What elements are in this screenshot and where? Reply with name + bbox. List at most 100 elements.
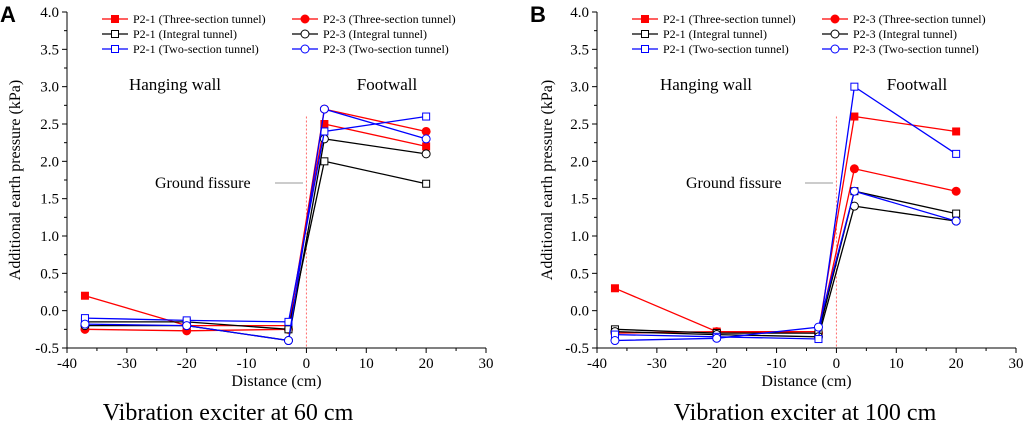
panel-b: B -0.5 0.0 0.5 1.0 1.5 2.0 2.5 3.0 3.5 4.0 -40 -30 -2… <box>530 2 1024 424</box>
panel-b-xtick-label-8: 30 <box>1009 356 1024 372</box>
panel-b-xtick-label-3: -20 <box>707 356 727 372</box>
panel-a-series-5 <box>80 112 431 326</box>
panel-b-series-6-point-3 <box>813 322 823 332</box>
panel-b-xtick-label-6: 10 <box>889 356 904 372</box>
panel-a-ytick-label-7: 2.5 <box>40 117 59 133</box>
panel-b-series-6 <box>610 186 961 346</box>
panel-a-xtick-label-2: -30 <box>117 356 137 372</box>
panel-a-series-6-point-1 <box>80 319 90 329</box>
panel-b-letter: B <box>530 2 546 27</box>
panel-a-legend-entry-5: P2-1 (Two-section tunnel) <box>102 42 259 56</box>
panel-b-series-6-point-1 <box>610 336 620 346</box>
panel-a-ytick-label-6: 2.0 <box>40 154 59 170</box>
panel-a-ytick-label-5: 1.5 <box>40 192 59 208</box>
panel-b-hanging-wall-label: Hanging wall <box>660 75 752 94</box>
panel-a-legend-entry-2-marker <box>300 14 310 24</box>
panel-b-series-4 <box>610 201 961 342</box>
panel-b-xtick-label-7: 20 <box>949 356 964 372</box>
panel-a-series-5-line <box>84 115 427 323</box>
panel-b-series-3 <box>610 187 961 338</box>
panel-a-ylabel: Additional earth pressure (kPa) <box>7 80 24 280</box>
panel-a-ytick-label-9: 3.5 <box>40 42 59 58</box>
panel-a-legend-entry-2-label: P2-3 (Three-section tunnel) <box>323 12 456 26</box>
panel-b-legend: P2-1 (Three-section tunnel) P2-3 (Three-s… <box>632 12 986 56</box>
panel-a-legend-entry-1: P2-1 (Three-section tunnel) <box>102 12 266 26</box>
panel-b-xtick-label-2: -30 <box>647 356 667 372</box>
panel-a-series-1 <box>80 120 431 330</box>
panel-b-ytick-label-1: -0.5 <box>565 341 589 357</box>
panel-b-series-1-point-4 <box>850 112 859 121</box>
panel-a-series-3 <box>80 157 431 334</box>
panel-a-legend-entry-1-marker <box>111 15 119 23</box>
panel-a-xtick-label-1: -40 <box>57 356 77 372</box>
panel-b-series-1-point-5 <box>952 127 961 136</box>
panel-b-series-2 <box>610 164 961 338</box>
panel-b-legend-entry-1: P2-1 (Three-section tunnel) <box>632 12 796 26</box>
panel-a-ytick-label-3: 0.5 <box>40 266 59 282</box>
panel-b-legend-entry-5: P2-1 (Two-section tunnel) <box>632 42 789 56</box>
panel-b-series-3-line <box>614 190 957 334</box>
panel-b-series-1-point-1 <box>610 284 619 293</box>
panel-a-legend-entry-6-label: P2-3 (Two-section tunnel) <box>323 42 449 56</box>
panel-b-ytick-label-3: 0.5 <box>570 266 589 282</box>
panel-a-legend-entry-4: P2-3 (Integral tunnel) <box>292 27 427 41</box>
panel-b-legend-entry-6-marker <box>830 44 840 54</box>
panel-a-legend-entry-5-label: P2-1 (Two-section tunnel) <box>133 42 259 56</box>
panel-b-ytick-label-9: 3.5 <box>570 42 589 58</box>
panel-b-ytick-label-2: 0.0 <box>570 304 589 320</box>
panel-a-series-6-point-4 <box>319 104 329 114</box>
panel-b-legend-entry-1-label: P2-1 (Three-section tunnel) <box>663 12 796 26</box>
panel-b-ground-fissure-label: Ground fissure <box>686 175 782 192</box>
panel-a-legend: P2-1 (Three-section tunnel) P2-3 (Three-s… <box>102 12 456 56</box>
panel-a-xtick-label-4: -10 <box>237 356 257 372</box>
panel-b-legend-entry-6-label: P2-3 (Two-section tunnel) <box>853 42 979 56</box>
panel-a-series-1-point-1 <box>80 291 89 300</box>
panel-b-legend-entry-2-label: P2-3 (Three-section tunnel) <box>853 12 986 26</box>
panel-b-legend-entry-1-marker <box>641 15 649 23</box>
panel-a-letter: A <box>0 2 16 27</box>
panel-b-ytick-label-6: 2.0 <box>570 154 589 170</box>
panel-b-ytick-label-5: 1.5 <box>570 192 589 208</box>
panel-a-legend-entry-4-label: P2-3 (Integral tunnel) <box>323 27 427 41</box>
panel-a-series-1-point-5 <box>422 142 431 151</box>
panel-b-series-6-point-4 <box>849 186 859 196</box>
panel-b-series-1 <box>610 112 961 336</box>
panel-a-legend-entry-4-marker <box>300 29 310 39</box>
panel-b-title: Vibration exciter at 100 cm <box>674 400 937 424</box>
panel-a-series-6-point-3 <box>283 336 293 346</box>
panel-a-legend-entry-1-label: P2-1 (Three-section tunnel) <box>133 12 266 26</box>
panel-b-series-5 <box>610 82 961 344</box>
panel-b-legend-entry-4: P2-3 (Integral tunnel) <box>822 27 957 41</box>
panel-b-series-2-point-5 <box>951 186 961 196</box>
panel-b-series-6-point-5 <box>951 216 961 226</box>
panel-b-series-6-point-2 <box>712 333 722 343</box>
panel-a-legend-entry-6: P2-3 (Two-section tunnel) <box>292 42 449 56</box>
panel-a-xtick-label-8: 30 <box>479 356 494 372</box>
panel-b-legend-entry-5-label: P2-1 (Two-section tunnel) <box>663 42 789 56</box>
panel-b-ytick-label-10: 4.0 <box>570 5 589 21</box>
panel-a-legend-entry-3-label: P2-1 (Integral tunnel) <box>133 27 237 41</box>
panel-a-title: Vibration exciter at 60 cm <box>103 400 354 424</box>
panel-b-series-5-point-3 <box>814 335 823 344</box>
panel-b-series-5-point-5 <box>952 149 961 158</box>
panel-a: A -0.5 0.0 0.5 1.0 1.5 2.0 2.5 3.0 3.5 4.0 -40 -30 -2… <box>0 2 494 424</box>
panel-a-series-3-point-4 <box>320 157 329 166</box>
panel-a-series-6 <box>80 104 431 346</box>
panel-b-legend-entry-3: P2-1 (Integral tunnel) <box>632 27 767 41</box>
panel-a-xtick-label-3: -20 <box>177 356 197 372</box>
panel-a-ytick-label-8: 3.0 <box>40 80 59 96</box>
panel-b-xtick-label-1: -40 <box>587 356 607 372</box>
panel-a-ytick-label-4: 1.0 <box>40 229 59 245</box>
panel-a-series-2-line <box>84 108 427 332</box>
panel-a-legend-entry-3: P2-1 (Integral tunnel) <box>102 27 237 41</box>
panel-a-xtick-label-6: 10 <box>359 356 374 372</box>
panel-a-ground-fissure-label: Ground fissure <box>155 175 251 192</box>
panel-b-xtick-label-5: 0 <box>833 356 841 372</box>
panel-a-legend-entry-6-marker <box>300 44 310 54</box>
panel-a-xtick-label-7: 20 <box>419 356 434 372</box>
panel-a-series-2-point-5 <box>421 126 431 136</box>
panel-a-series-4-point-4 <box>319 134 329 144</box>
panel-b-series-2-point-4 <box>849 164 859 174</box>
panel-a-xtick-label-5: 0 <box>303 356 311 372</box>
